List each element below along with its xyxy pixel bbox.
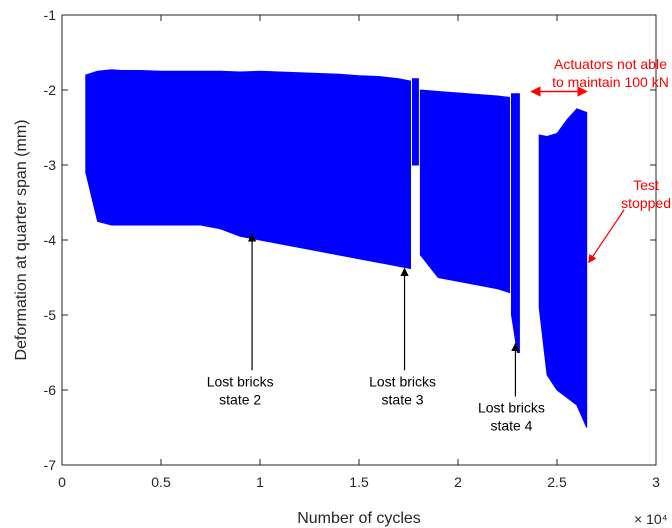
- x-tick-label: 0.5: [151, 474, 171, 490]
- x-axis-label: Number of cycles: [297, 510, 421, 527]
- series-segment-1: [85, 69, 411, 270]
- annotation-text-line: state 2: [219, 391, 261, 407]
- ticks-layer: 0 0.5 1 1.5 2 2.5 3 -7 -6 -5 -4 -3 -2 -1: [44, 7, 661, 490]
- annotation-text-line: Lost bricks: [478, 400, 545, 416]
- x-tick-label: 0: [58, 474, 66, 490]
- series-segment-5: [538, 108, 588, 428]
- x-tick-label: 3: [652, 474, 660, 490]
- annotation-text-line: to maintain 100 kN: [552, 74, 669, 90]
- annotation-text-line: Test: [633, 177, 659, 193]
- y-tick-label: -3: [44, 157, 57, 173]
- x-tick-label: 1.5: [349, 474, 369, 490]
- annotation-text-line: Lost bricks: [207, 373, 274, 389]
- x-tick-label: 2.5: [547, 474, 567, 490]
- annotation-text-line: state 4: [490, 418, 532, 434]
- y-tick-label: -6: [44, 382, 57, 398]
- y-tick-label: -7: [44, 457, 57, 473]
- y-tick-label: -5: [44, 307, 57, 323]
- y-axis-label: Deformation at quarter span (mm): [13, 120, 30, 361]
- series-segment-3: [419, 89, 510, 294]
- annotation-text-line: Actuators not able: [554, 56, 667, 72]
- annotation-text-line: state 3: [382, 391, 424, 407]
- annotation-1: Lost bricks state 2: [207, 233, 274, 407]
- x-tick-label: 2: [454, 474, 462, 490]
- y-tick-label: -2: [44, 82, 57, 98]
- annotation-3: Lost bricks state 4: [478, 342, 545, 434]
- annotation-text-line: Lost bricks: [369, 373, 436, 389]
- annotation-arrow: [588, 209, 625, 264]
- series-layer: [85, 69, 588, 428]
- annotation-2: Lost bricks state 3: [369, 267, 436, 407]
- y-tick-label: -1: [44, 7, 57, 23]
- x-axis-scale-label: × 10⁴: [634, 511, 668, 527]
- annotation-5: Test stopped: [588, 177, 671, 264]
- series-segment-4: [511, 93, 520, 353]
- y-tick-label: -4: [44, 232, 57, 248]
- annotation-4: Actuators not able to maintain 100 kN: [530, 56, 669, 97]
- series-segment-2: [412, 78, 419, 166]
- annotation-text-line: stopped: [621, 195, 671, 211]
- x-tick-label: 1: [256, 474, 264, 490]
